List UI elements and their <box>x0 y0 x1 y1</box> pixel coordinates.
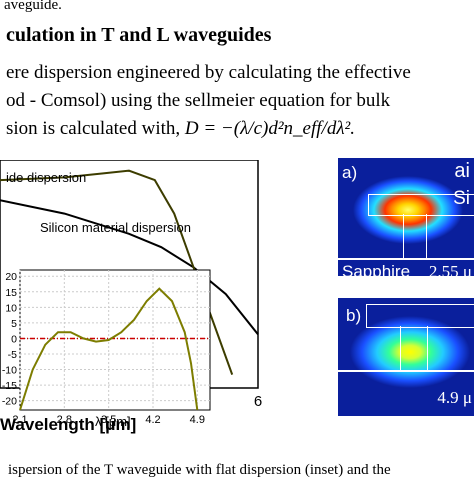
silicon-dispersion-label: Silicon material dispersion <box>40 220 191 235</box>
inset-x-tick-label: 3.5 <box>101 414 116 426</box>
dispersion-chart: 3456 ide dispersion Silicon material dis… <box>0 160 262 434</box>
inset-series-group <box>19 287 210 411</box>
inset-x-tick-label: 2.8 <box>57 414 72 426</box>
waveguide-top-b <box>366 304 474 328</box>
inset-x-tick-label: 4.9 <box>190 414 205 426</box>
inset-y-tick-label: -20 <box>2 396 17 408</box>
inset-y-tick-label: 10 <box>5 302 17 314</box>
mode-field-a <box>338 158 474 276</box>
paragraph-line-1: ere dispersion engineered by calculating… <box>6 62 411 83</box>
inset-y-tick-label: -10 <box>2 365 17 377</box>
inset-x-ticks: 2.1 2.8 3.5 4.2 4.9 <box>12 414 205 426</box>
inset-x-axis-label: λ [μm] <box>95 414 131 429</box>
panel-a-dimension: 2.55 μ <box>428 262 472 276</box>
panel-a-label: a) <box>342 163 358 182</box>
inset-x-tick-label: 2.1 <box>12 414 27 426</box>
panel-a-sapphire-label: Sapphire <box>342 262 411 276</box>
inset-y-tick-label: -5 <box>8 349 17 361</box>
panel-b-label: b) <box>346 306 362 325</box>
top-text-line: aveguide. <box>4 0 62 13</box>
paragraph-line-3-prefix: sion is calculated with, <box>6 118 185 139</box>
panel-a-si-label: Si <box>453 188 470 209</box>
inset-y-ticks: 20 15 10 5 0 -5 -10 -15 -20 <box>2 271 17 407</box>
main-series-line-0 <box>0 199 259 336</box>
inset-background <box>20 270 210 410</box>
inset-y-tick-label: 20 <box>5 271 17 283</box>
waveguide-pedestal-b <box>400 326 428 371</box>
inset-y-tick-label: 0 <box>11 333 17 345</box>
mode-panel-a: a) ai Si Sapphire 2.55 μ <box>338 158 474 276</box>
figure-caption: ispersion of the T waveguide with flat d… <box>8 462 391 478</box>
inset-series-line-0 <box>19 287 199 411</box>
main-x-axis-label: Wavelength [μm] <box>0 415 136 434</box>
waveguide-top-a <box>368 194 474 216</box>
inset-x-tick-label: 4.2 <box>145 414 160 426</box>
mode-field-b <box>338 298 474 416</box>
inset-y-tick-label: 5 <box>11 318 17 330</box>
waveguide-dispersion-label: ide dispersion <box>6 170 86 185</box>
paragraph-line-2: od - Comsol) using the sellmeier equatio… <box>6 90 391 111</box>
panel-b-dimension: 4.9 μ <box>437 388 472 407</box>
mode-panel-b: b) 4.9 μ <box>338 298 474 416</box>
main-x-tick-label: 6 <box>254 393 262 410</box>
inset-y-tick-label: -15 <box>2 380 17 392</box>
substrate-line-a <box>338 258 474 260</box>
paragraph-line-3: sion is calculated with, D = −(λ/c)d²n_e… <box>6 118 355 140</box>
substrate-line-b <box>338 370 474 372</box>
section-heading: culation in T and L waveguides <box>6 24 272 46</box>
panel-a-corner-text: ai <box>454 160 470 182</box>
waveguide-pedestal-a <box>403 214 427 259</box>
dispersion-formula: D = −(λ/c)d²n_eff/dλ². <box>184 118 355 139</box>
inset-y-tick-label: 15 <box>5 287 17 299</box>
